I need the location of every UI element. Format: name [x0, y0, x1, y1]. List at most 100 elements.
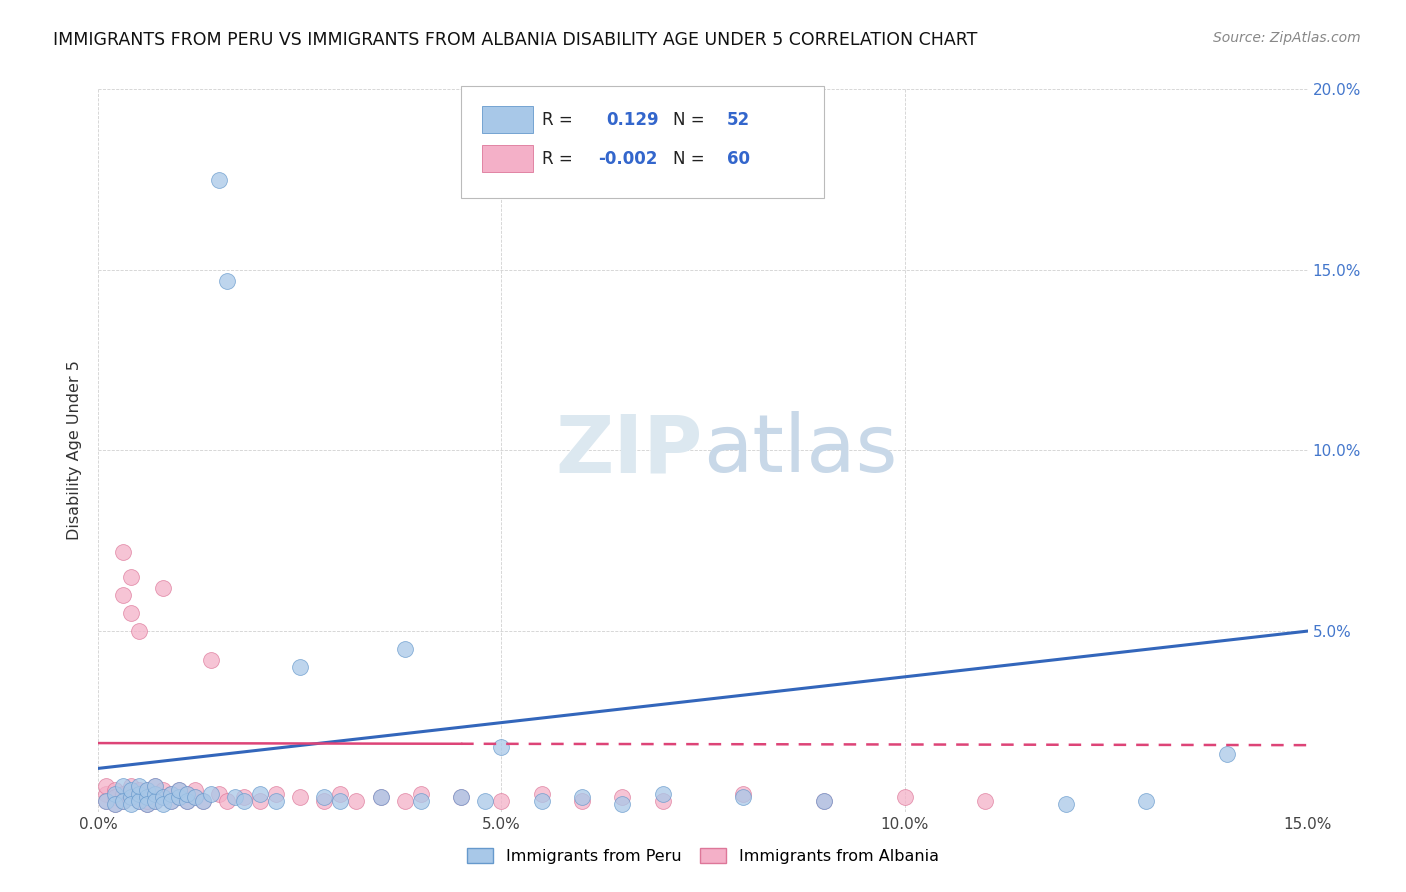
Point	[160, 794, 183, 808]
Point	[612, 797, 634, 812]
Point	[651, 787, 673, 801]
Point	[135, 790, 157, 805]
FancyBboxPatch shape	[461, 86, 824, 198]
Point	[217, 274, 239, 288]
Point	[103, 790, 125, 805]
Point	[120, 797, 142, 812]
Point	[135, 794, 157, 808]
Point	[128, 794, 150, 808]
Point	[160, 787, 183, 801]
Point	[143, 780, 166, 794]
Point	[167, 783, 190, 797]
Point	[167, 790, 190, 805]
Text: Source: ZipAtlas.com: Source: ZipAtlas.com	[1213, 31, 1361, 45]
Point	[264, 794, 287, 808]
Point	[329, 794, 352, 808]
Point	[120, 606, 142, 620]
Point	[111, 794, 134, 808]
Y-axis label: Disability Age Under 5: Disability Age Under 5	[67, 360, 83, 541]
Point	[96, 794, 118, 808]
Point	[612, 790, 634, 805]
Point	[530, 794, 553, 808]
Point	[128, 783, 150, 797]
Point	[160, 794, 183, 808]
Point	[208, 787, 231, 801]
Point	[200, 653, 222, 667]
Point	[651, 794, 673, 808]
Point	[176, 787, 198, 801]
Point	[394, 794, 416, 808]
Point	[491, 739, 513, 754]
Point	[314, 790, 336, 805]
Point	[152, 790, 174, 805]
Point	[1135, 794, 1157, 808]
Point	[135, 783, 157, 797]
Point	[111, 588, 134, 602]
Point	[813, 794, 835, 808]
Point	[893, 790, 915, 805]
Point	[184, 783, 207, 797]
Point	[152, 790, 174, 805]
Point	[135, 797, 157, 812]
Text: 0.129: 0.129	[606, 111, 659, 128]
Point	[103, 797, 125, 812]
Point	[103, 783, 125, 797]
Point	[184, 790, 207, 805]
Point	[450, 790, 472, 805]
Point	[176, 787, 198, 801]
Point	[160, 787, 183, 801]
Point	[128, 787, 150, 801]
Text: -0.002: -0.002	[598, 150, 657, 168]
Point	[135, 797, 157, 812]
Point	[103, 797, 125, 812]
Point	[200, 787, 222, 801]
Point	[96, 794, 118, 808]
Point	[491, 794, 513, 808]
Point	[450, 790, 472, 805]
Text: N =: N =	[672, 150, 710, 168]
Point	[733, 787, 755, 801]
Point	[370, 790, 392, 805]
Point	[143, 787, 166, 801]
Point	[111, 794, 134, 808]
Point	[733, 790, 755, 805]
Point	[813, 794, 835, 808]
Point	[120, 570, 142, 584]
Point	[143, 794, 166, 808]
Point	[167, 790, 190, 805]
Point	[111, 544, 134, 558]
Point	[135, 790, 157, 805]
Text: R =: R =	[543, 111, 578, 128]
Point	[224, 790, 246, 805]
Point	[96, 780, 118, 794]
Point	[128, 624, 150, 639]
Text: 60: 60	[727, 150, 751, 168]
Point	[571, 794, 593, 808]
Point	[288, 790, 311, 805]
Point	[111, 780, 134, 794]
Point	[344, 794, 367, 808]
Point	[120, 783, 142, 797]
Point	[217, 794, 239, 808]
FancyBboxPatch shape	[482, 106, 533, 133]
Point	[143, 794, 166, 808]
Point	[974, 794, 997, 808]
Point	[128, 794, 150, 808]
Point	[152, 783, 174, 797]
Point	[143, 787, 166, 801]
Point	[193, 794, 215, 808]
Point	[120, 790, 142, 805]
Point	[152, 797, 174, 812]
Text: R =: R =	[543, 150, 578, 168]
Point	[128, 787, 150, 801]
Point	[571, 790, 593, 805]
Point	[394, 642, 416, 657]
Point	[120, 790, 142, 805]
FancyBboxPatch shape	[482, 145, 533, 172]
Point	[409, 787, 432, 801]
Text: IMMIGRANTS FROM PERU VS IMMIGRANTS FROM ALBANIA DISABILITY AGE UNDER 5 CORRELATI: IMMIGRANTS FROM PERU VS IMMIGRANTS FROM …	[53, 31, 977, 49]
Point	[314, 794, 336, 808]
Text: N =: N =	[672, 111, 710, 128]
Point	[370, 790, 392, 805]
Text: ZIP: ZIP	[555, 411, 703, 490]
